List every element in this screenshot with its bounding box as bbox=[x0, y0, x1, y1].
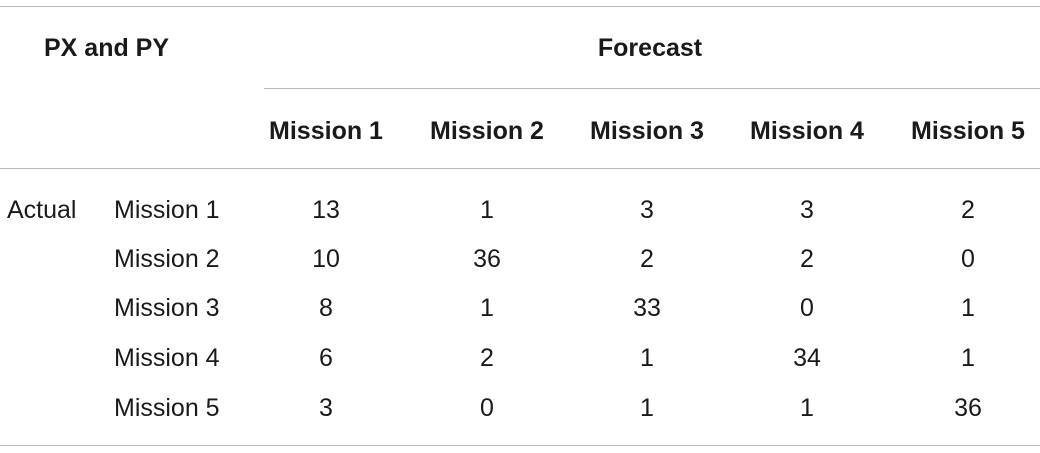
table-cell: 1 bbox=[640, 394, 654, 422]
row-group-label: Actual bbox=[7, 196, 77, 224]
table-cell: 10 bbox=[312, 245, 340, 273]
table-cell: 2 bbox=[480, 344, 494, 372]
bottom-rule bbox=[0, 445, 1040, 446]
table-cell: 34 bbox=[793, 344, 821, 372]
column-header: Mission 4 bbox=[750, 117, 864, 145]
table-cell: 2 bbox=[640, 245, 654, 273]
table-cell: 36 bbox=[473, 245, 501, 273]
row-label: Mission 4 bbox=[114, 344, 220, 372]
table-cell: 0 bbox=[961, 245, 975, 273]
row-label: Mission 5 bbox=[114, 394, 220, 422]
table-cell: 0 bbox=[480, 394, 494, 422]
row-label: Mission 3 bbox=[114, 294, 220, 322]
table-cell: 1 bbox=[961, 294, 975, 322]
column-header: Mission 1 bbox=[269, 117, 383, 145]
header-rule bbox=[0, 168, 1040, 169]
forecast-group-label: Forecast bbox=[597, 34, 703, 62]
table-cell: 8 bbox=[319, 294, 333, 322]
table-cell: 1 bbox=[961, 344, 975, 372]
table-cell: 33 bbox=[633, 294, 661, 322]
table-cell: 1 bbox=[800, 394, 814, 422]
forecast-rule bbox=[264, 88, 1040, 89]
table-cell: 13 bbox=[312, 196, 340, 224]
table-cell: 1 bbox=[480, 294, 494, 322]
top-rule bbox=[0, 6, 1040, 7]
table-cell: 6 bbox=[319, 344, 333, 372]
table-cell: 3 bbox=[800, 196, 814, 224]
corner-label: PX and PY bbox=[44, 34, 170, 62]
table-cell: 1 bbox=[640, 344, 654, 372]
column-header: Mission 3 bbox=[590, 117, 704, 145]
table-cell: 1 bbox=[480, 196, 494, 224]
column-header: Mission 2 bbox=[430, 117, 544, 145]
table-cell: 0 bbox=[800, 294, 814, 322]
table-cell: 2 bbox=[961, 196, 975, 224]
row-label: Mission 2 bbox=[114, 245, 220, 273]
table-cell: 3 bbox=[640, 196, 654, 224]
table-cell: 36 bbox=[954, 394, 982, 422]
column-header: Mission 5 bbox=[911, 117, 1025, 145]
table-cell: 3 bbox=[319, 394, 333, 422]
row-label: Mission 1 bbox=[114, 196, 220, 224]
table-cell: 2 bbox=[800, 245, 814, 273]
